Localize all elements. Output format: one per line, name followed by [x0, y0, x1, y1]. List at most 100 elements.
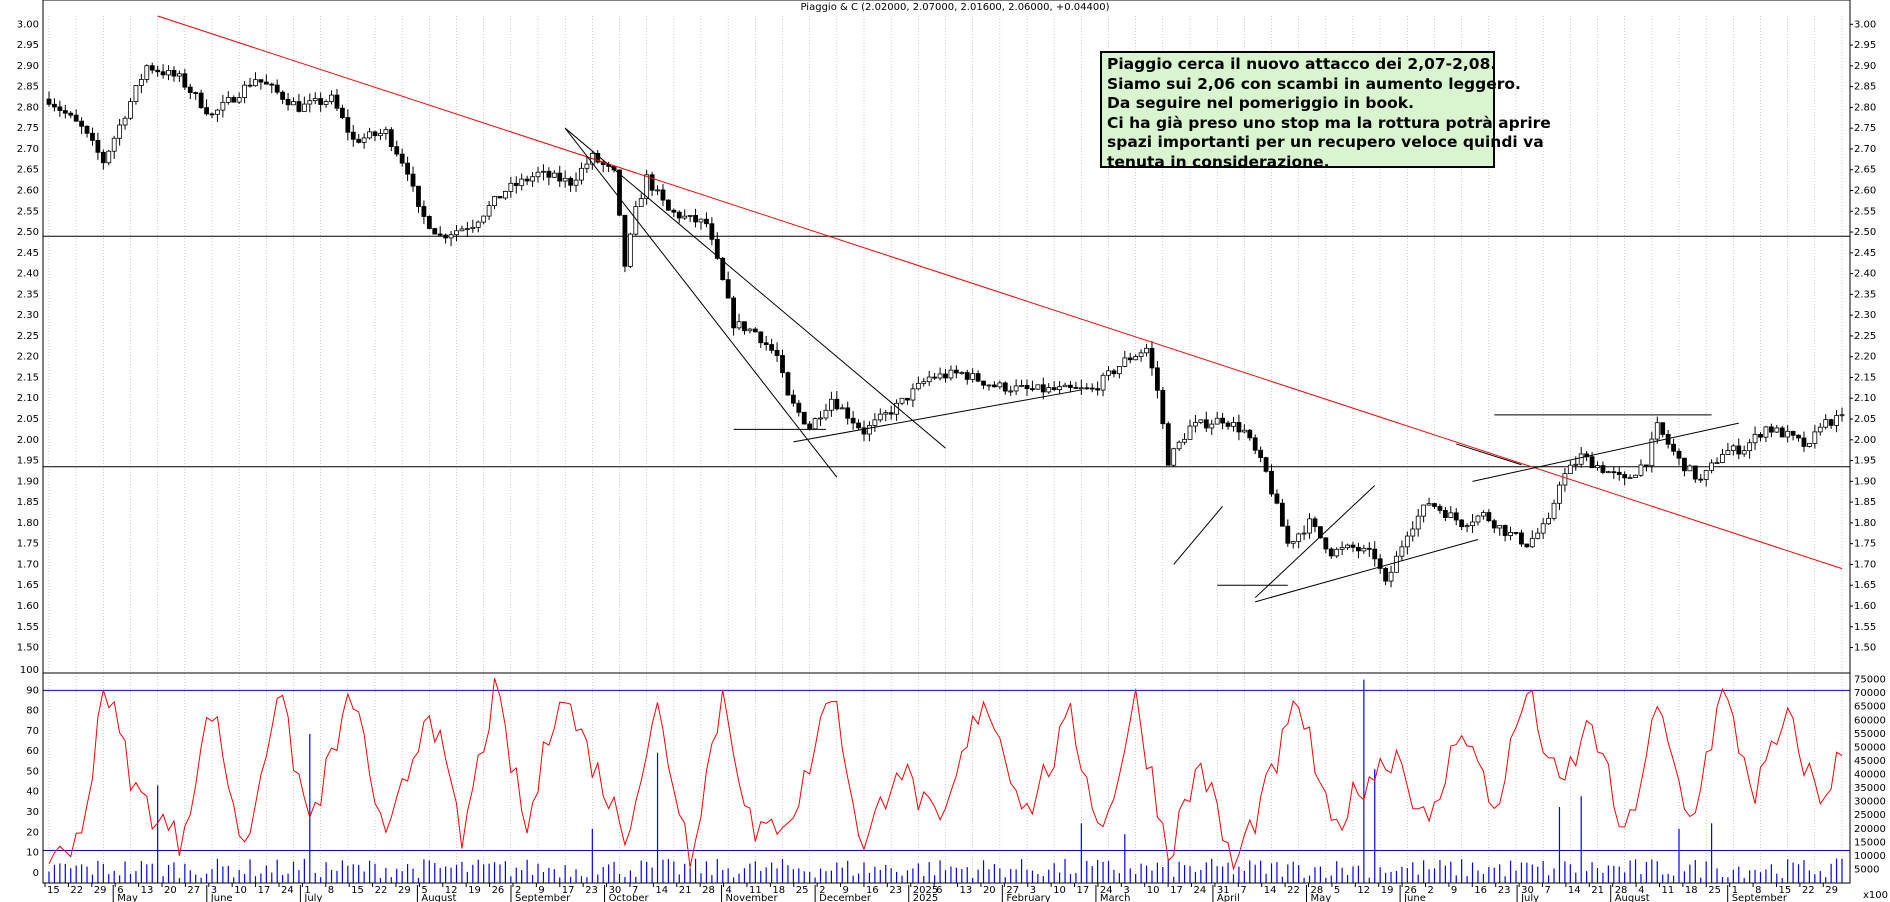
day-tick: 23	[1498, 885, 1511, 896]
price-tick-left: 1.50	[17, 643, 39, 654]
candle-body	[513, 182, 519, 187]
candle-body	[481, 215, 487, 223]
candle-body	[1741, 450, 1747, 455]
candle-body	[1383, 568, 1388, 582]
candle-body	[617, 169, 622, 216]
candle-body	[1491, 520, 1497, 529]
candle-body	[943, 373, 948, 379]
candle-body	[839, 407, 845, 410]
candle-body	[883, 412, 889, 415]
candle-body	[122, 117, 128, 126]
candle-body	[372, 131, 378, 137]
day-tick: 28	[702, 885, 715, 896]
day-tick: 26	[492, 885, 505, 896]
candle-body	[796, 402, 802, 413]
candle-body	[464, 228, 470, 231]
day-tick: 27	[187, 885, 200, 896]
candle-body	[301, 103, 307, 112]
candle-body	[535, 171, 541, 178]
candle-body	[622, 214, 628, 267]
price-tick-right: 2.95	[1854, 40, 1876, 51]
price-tick-left: 2.55	[17, 206, 39, 217]
oscillator-line	[48, 678, 1843, 871]
trendline	[1456, 443, 1522, 466]
candle-body	[1682, 457, 1687, 472]
candle-body	[1144, 347, 1149, 354]
oscillator-tick: 40	[26, 787, 39, 798]
trendline	[564, 127, 838, 478]
oscillator-tick: 90	[26, 685, 39, 696]
day-tick: 8	[328, 885, 334, 896]
candle-body	[296, 101, 302, 112]
day-tick: 2	[515, 885, 521, 896]
candle-body	[1747, 442, 1753, 452]
candle-body	[100, 151, 106, 164]
annotation-line: spazi importanti per un recupero veloce …	[1107, 133, 1544, 151]
candle-body	[959, 372, 965, 374]
price-tick-left: 2.50	[17, 227, 39, 238]
candle-body	[274, 84, 280, 93]
candle-body	[1345, 544, 1350, 549]
candle-body	[421, 206, 427, 217]
candle-body	[1529, 537, 1535, 548]
candle-body	[666, 199, 671, 211]
candle-body	[1638, 464, 1644, 476]
day-tick: 9	[843, 885, 849, 896]
candle-body	[714, 238, 720, 259]
candle-body	[709, 223, 715, 240]
candle-body	[339, 107, 345, 118]
day-tick: 22	[375, 885, 388, 896]
candle-body	[568, 177, 573, 186]
oscillator-tick: 60	[26, 746, 39, 757]
price-tick-right: 2.20	[1854, 352, 1876, 363]
candle-body	[1334, 548, 1340, 557]
day-tick: 11	[749, 885, 762, 896]
price-tick-right: 2.50	[1854, 227, 1876, 238]
candle-body	[1752, 433, 1758, 444]
day-tick: 9	[1451, 885, 1457, 896]
day-tick: 30	[609, 885, 622, 896]
candle-body	[1595, 465, 1600, 469]
candle-body	[1214, 417, 1220, 425]
candle-body	[932, 376, 938, 379]
candle-body	[1388, 571, 1394, 582]
candle-body	[443, 234, 449, 239]
candle-body	[1502, 525, 1508, 536]
candle-body	[1605, 471, 1611, 474]
candle-body	[1535, 532, 1541, 539]
candle-body	[1481, 512, 1486, 517]
candle-body	[1562, 473, 1568, 486]
price-tick-left: 1.65	[17, 580, 39, 591]
candle-body	[655, 189, 660, 192]
month-label: March	[1100, 893, 1130, 902]
candle-body	[356, 138, 362, 143]
candle-body	[1551, 502, 1557, 519]
volume-tick: 20000	[1854, 824, 1886, 835]
candle-body	[1785, 430, 1791, 438]
candle-body	[378, 133, 383, 137]
volume-tick: 70000	[1854, 688, 1886, 699]
candle-body	[144, 65, 150, 80]
candle-body	[46, 98, 52, 105]
day-tick: 29	[398, 885, 411, 896]
day-tick: 3	[1030, 885, 1036, 896]
candle-body	[1459, 519, 1465, 528]
candle-body	[1671, 443, 1676, 452]
price-tick-left: 2.25	[17, 331, 39, 342]
candle-body	[1513, 532, 1519, 534]
annotation-line: tenuta in considerazione.	[1107, 152, 1330, 171]
volume-tick: 75000	[1854, 675, 1886, 686]
candle-body	[1301, 532, 1307, 535]
candle-body	[1171, 448, 1177, 466]
price-tick-left: 2.45	[17, 248, 39, 259]
candle-body	[68, 112, 74, 116]
candle-body	[964, 372, 970, 380]
price-tick-left: 1.90	[17, 476, 39, 487]
candle-body	[1622, 474, 1628, 479]
oscillator-tick: 30	[26, 807, 39, 818]
candle-body	[1812, 431, 1818, 444]
candle-body	[1008, 390, 1014, 393]
candle-body	[318, 98, 324, 105]
candle-body	[117, 124, 123, 139]
candle-body	[1774, 427, 1780, 433]
